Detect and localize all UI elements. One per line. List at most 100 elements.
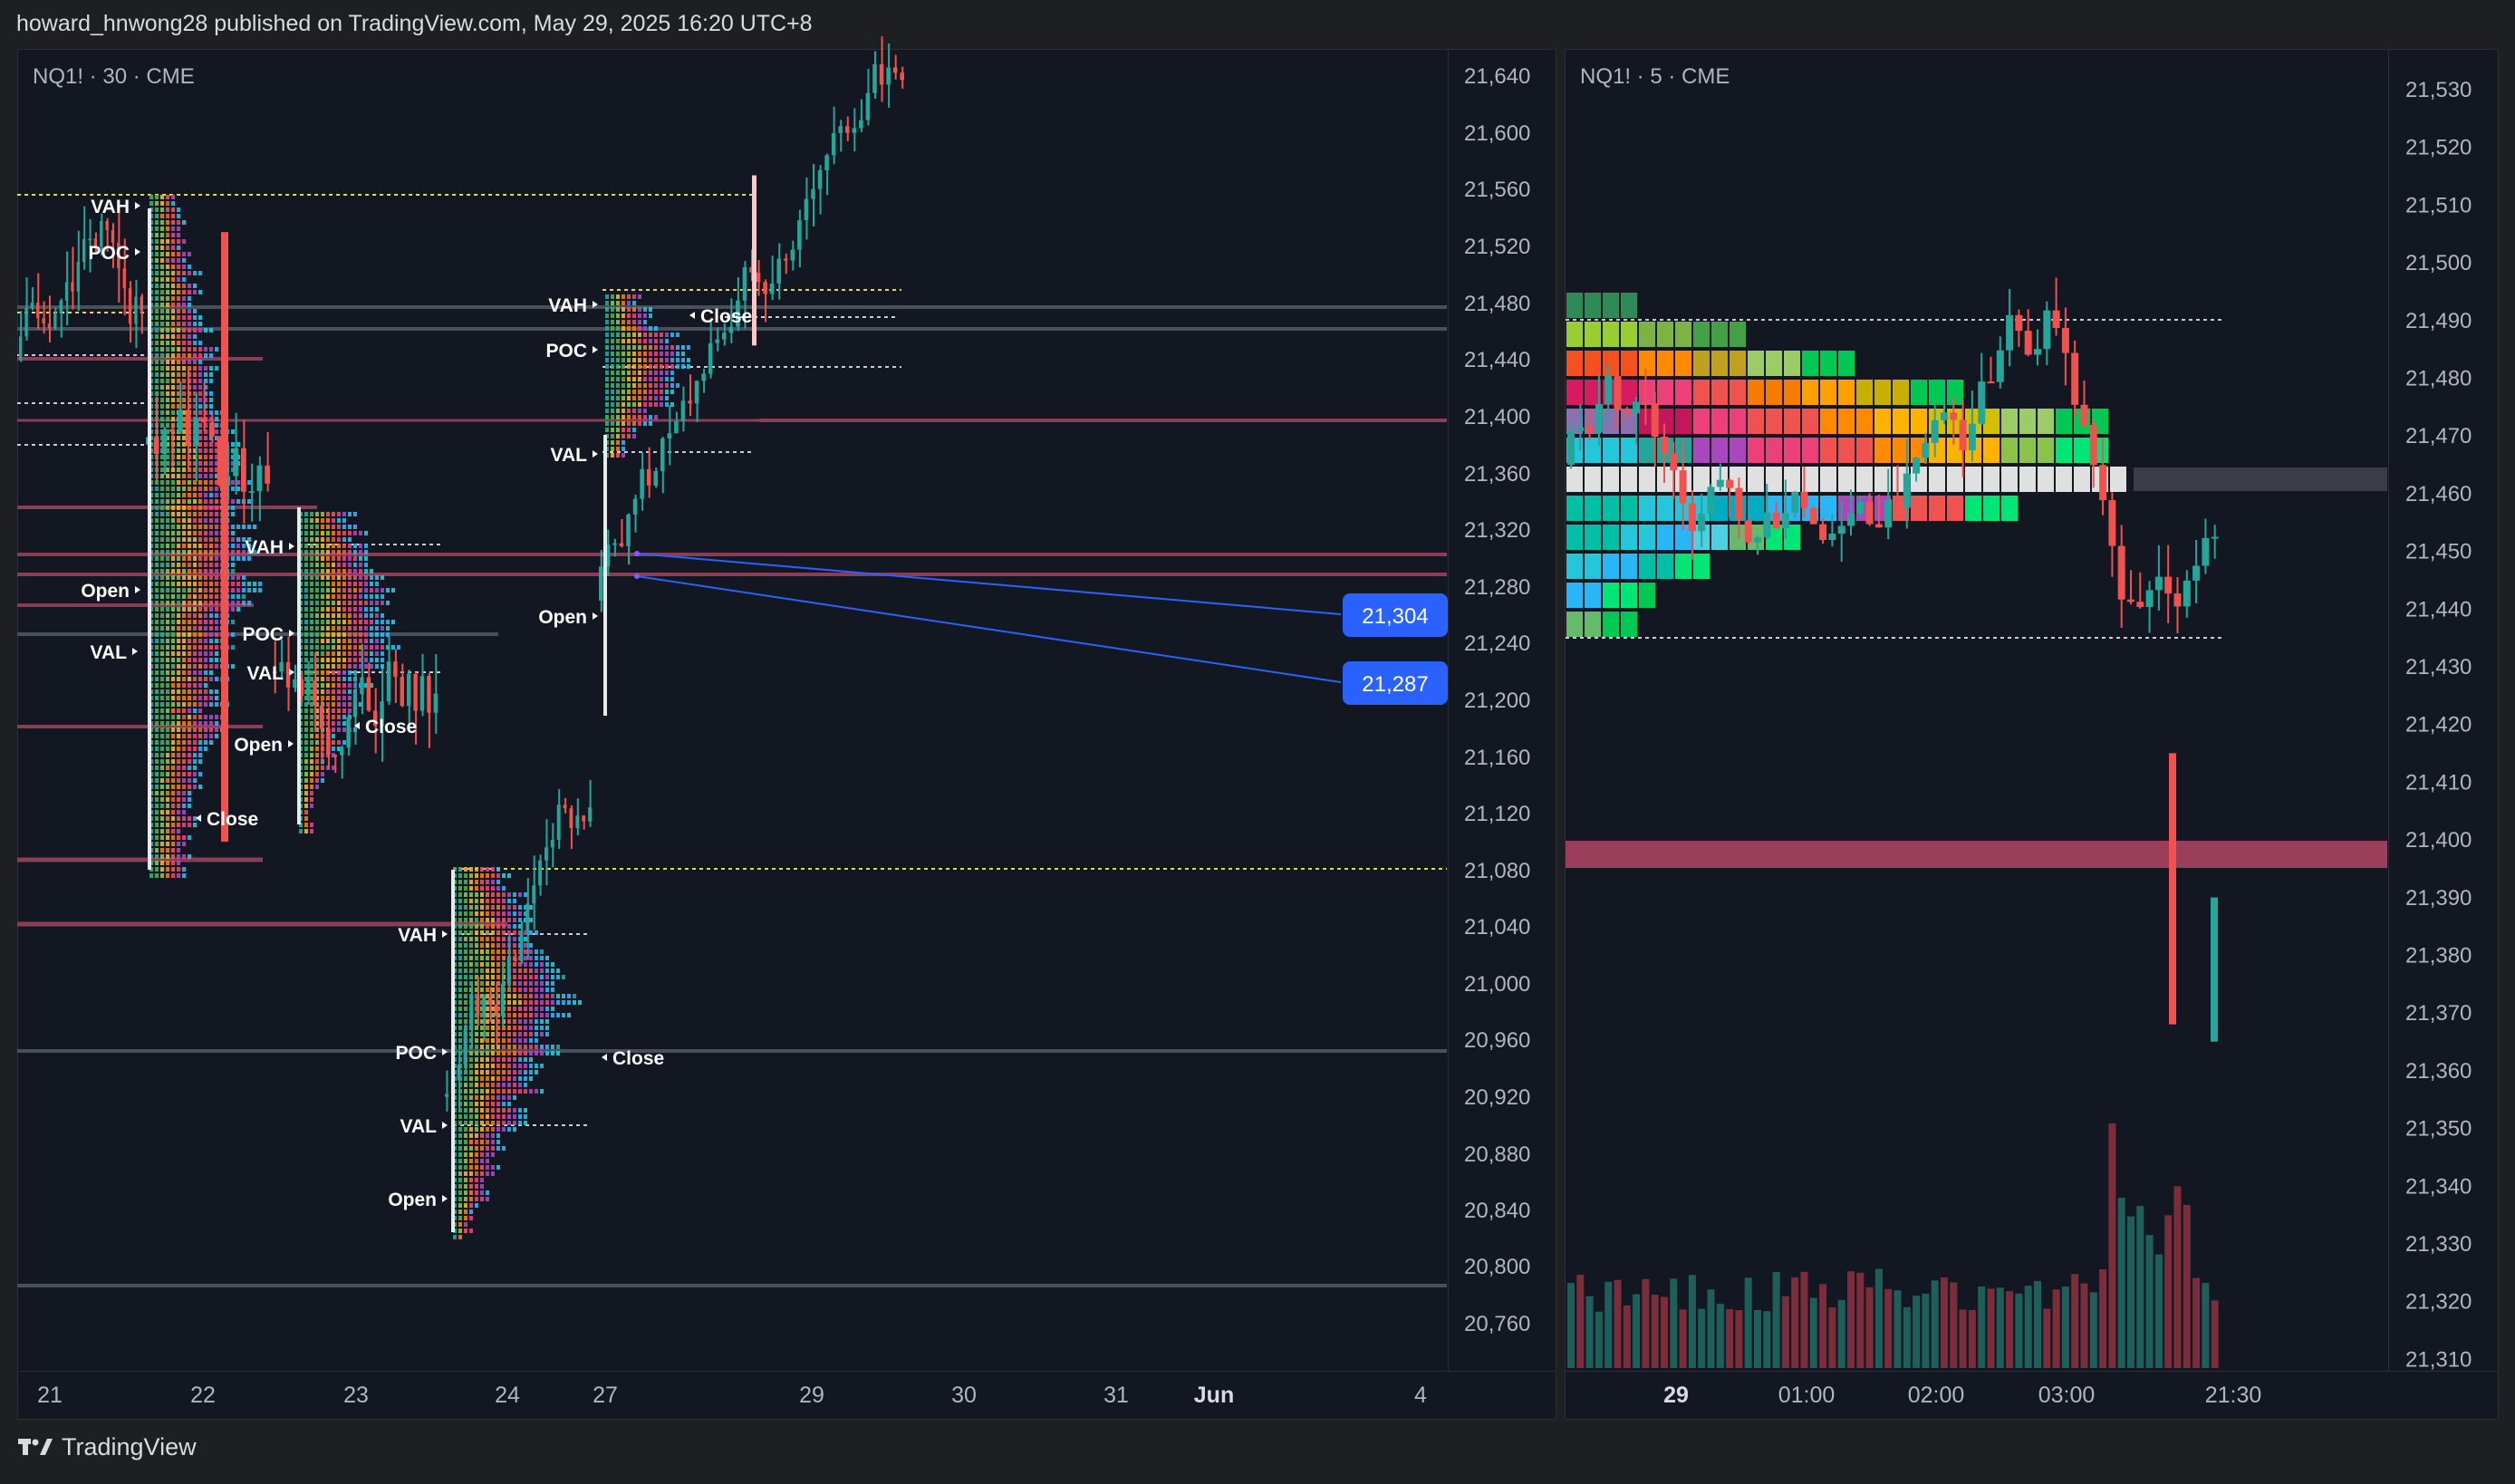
- profile-cell: [496, 1057, 500, 1062]
- left-time-axis[interactable]: [17, 1371, 1556, 1420]
- profile-cell: [491, 1089, 495, 1094]
- profile-cell: [326, 544, 330, 548]
- profile-cell: [247, 480, 251, 485]
- profile-cell: [321, 620, 324, 624]
- profile-cell: [209, 448, 213, 453]
- profile-cell: [166, 670, 169, 675]
- profile-block: [1766, 467, 1782, 492]
- marker-arrow-icon: [442, 930, 448, 938]
- profile-cell: [155, 360, 159, 364]
- right-time-axis[interactable]: [1565, 1371, 2499, 1420]
- footer-brand[interactable]: TradingView: [18, 1433, 197, 1461]
- right-chart[interactable]: NQ1! · 5 · CME21,53021,52021,51021,50021…: [0, 0, 2515, 1431]
- profile-cell: [198, 487, 202, 491]
- profile-cell: [171, 740, 175, 745]
- profile-cell: [204, 518, 207, 523]
- profile-cell: [198, 506, 202, 510]
- profile-block: [1730, 409, 1746, 434]
- profile-block: [1983, 438, 1999, 463]
- profile-cell: [215, 448, 218, 453]
- profile-cell: [160, 372, 164, 377]
- profile-cell: [458, 988, 462, 992]
- candle: [2024, 331, 2032, 355]
- profile-cell: [193, 689, 197, 694]
- profile-cell: [236, 442, 240, 447]
- candle: [852, 128, 857, 133]
- candle: [2043, 310, 2051, 350]
- profile-block: [1621, 612, 1637, 637]
- profile-cell: [315, 715, 319, 719]
- profile-cell: [198, 721, 202, 726]
- profile-cell: [627, 390, 631, 394]
- left-chart-pane[interactable]: [17, 49, 1449, 1372]
- profile-cell: [160, 252, 164, 256]
- profile-cell: [332, 512, 335, 516]
- profile-cell: [321, 569, 324, 573]
- profile-cell: [545, 962, 549, 967]
- profile-cell: [231, 480, 235, 485]
- profile-cell: [171, 842, 175, 846]
- profile-cell: [155, 601, 159, 605]
- profile-cell: [160, 487, 164, 491]
- profile-cell: [166, 563, 169, 567]
- profile-cell: [616, 415, 620, 419]
- profile-cell: [177, 816, 180, 821]
- right-price-axis[interactable]: [2388, 49, 2499, 1372]
- profile-cell: [198, 728, 202, 732]
- profile-cell: [491, 867, 495, 872]
- profile-cell: [475, 1102, 478, 1106]
- profile-cell: [605, 364, 609, 369]
- profile-block: [1603, 438, 1619, 463]
- price-badge[interactable]: [1343, 661, 1448, 705]
- profile-cell: [660, 358, 663, 362]
- profile-block: [1856, 438, 1873, 463]
- price-badge-label[interactable]: 21,287: [1362, 672, 1428, 697]
- profile-cell: [502, 1070, 506, 1074]
- profile-cell: [204, 423, 207, 428]
- profile-cell: [627, 377, 631, 381]
- candle: [59, 300, 63, 314]
- candle: [715, 339, 719, 343]
- profile-cell: [491, 1133, 495, 1138]
- profile-cell: [502, 1064, 506, 1068]
- profile-cell: [215, 639, 218, 643]
- profile-cell: [545, 1032, 549, 1036]
- profile-cell: [177, 487, 180, 491]
- profile-cell: [171, 759, 175, 764]
- profile-cell: [304, 525, 308, 529]
- left-chart[interactable]: NQ1! · 30 · CME 21,64021,60021,56021,5202…: [0, 0, 1558, 1431]
- profile-cell: [643, 358, 647, 362]
- profile-cell: [177, 620, 180, 624]
- profile-cell: [193, 391, 197, 396]
- trend-line: [636, 553, 1342, 615]
- profile-cell: [182, 429, 186, 434]
- profile-cell: [518, 1114, 522, 1119]
- price-badge[interactable]: [1343, 593, 1448, 637]
- profile-cell: [160, 582, 164, 586]
- left-price-axis[interactable]: [1448, 49, 1556, 1372]
- profile-block: [1621, 525, 1637, 550]
- candle: [433, 693, 438, 713]
- profile-block: [1856, 409, 1873, 434]
- profile-cell: [166, 347, 169, 352]
- profile-cell: [160, 556, 164, 561]
- profile-block: [1585, 612, 1601, 637]
- volume-bar: [1987, 1288, 1995, 1368]
- profile-cell: [337, 683, 341, 688]
- profile-cell: [166, 410, 169, 415]
- profile-cell: [458, 937, 462, 941]
- profile-block: [1856, 467, 1873, 492]
- profile-cell: [518, 1089, 522, 1094]
- profile-cell: [524, 1032, 527, 1036]
- profile-cell: [551, 1045, 554, 1049]
- price-badge-label[interactable]: 21,304: [1362, 604, 1428, 629]
- right-chart-pane[interactable]: [1565, 49, 2389, 1372]
- profile-cell: [155, 791, 159, 795]
- profile-cell: [160, 467, 164, 472]
- profile-cell: [304, 537, 308, 542]
- volume-bar: [2061, 1286, 2069, 1368]
- profile-cell: [182, 284, 186, 288]
- profile-block: [1784, 467, 1800, 492]
- profile-cell: [215, 506, 218, 510]
- profile-cell: [193, 753, 197, 757]
